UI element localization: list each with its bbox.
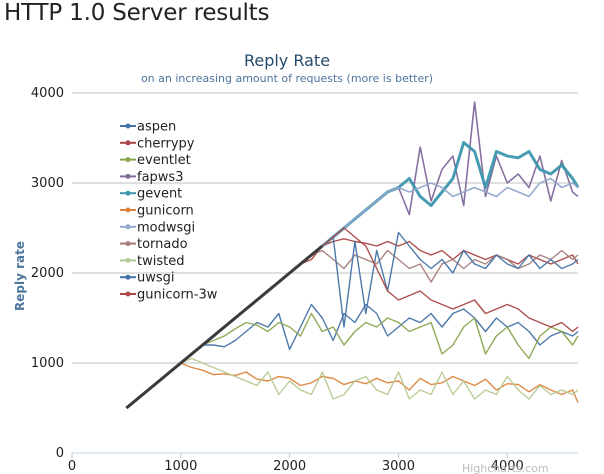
y-tick-labels: 0 1000 2000 3000 4000	[31, 86, 64, 461]
legend-label: cherrypy	[137, 136, 195, 151]
legend-label: gevent	[137, 187, 182, 202]
legend-label: eventlet	[137, 153, 191, 168]
y-tick-label: 0	[56, 446, 64, 461]
series-line-aspen[interactable]	[125, 303, 579, 409]
credits[interactable]: Highcharts.com	[462, 462, 549, 474]
chart-subtitle: on an increasing amount of requests (mor…	[141, 72, 433, 85]
x-tick-label: 3000	[382, 459, 415, 474]
legend-label: fapws3	[137, 170, 183, 185]
legend-swatch-marker	[125, 274, 131, 280]
legend-label: twisted	[137, 254, 184, 269]
x-tick-label: 4000	[491, 459, 524, 474]
x-tick-label: 0	[68, 459, 76, 474]
page-heading: HTTP 1.0 Server results	[4, 0, 270, 26]
legend-swatch-marker	[125, 190, 131, 196]
legend-label: tornado	[137, 237, 188, 252]
series-layer	[125, 101, 580, 410]
legend-label: aspen	[137, 120, 176, 135]
legend-item-fapws3[interactable]: fapws3	[120, 170, 183, 185]
y-tick-label: 1000	[31, 356, 64, 371]
chart-title: Reply Rate	[244, 51, 330, 70]
legend-swatch-marker	[125, 224, 131, 230]
legend-item-aspen[interactable]: aspen	[120, 120, 176, 135]
legend-item-modwsgi[interactable]: modwsgi	[120, 220, 195, 235]
shared-ramp-line	[125, 244, 324, 410]
x-tick-label: 1000	[164, 459, 197, 474]
y-tick-label: 3000	[31, 176, 64, 191]
legend-item-eventlet[interactable]: eventlet	[120, 153, 191, 168]
x-tick-labels: 0 1000 2000 3000 4000	[68, 453, 524, 474]
y-tick-label: 2000	[31, 266, 64, 281]
y-axis-title: Reply rate	[13, 241, 27, 311]
legend-item-gunicorn[interactable]: gunicorn	[120, 204, 194, 219]
legend-swatch-marker	[125, 207, 131, 213]
y-tick-label: 4000	[31, 86, 64, 101]
legend-swatch-marker	[125, 140, 131, 146]
legend-swatch-marker	[125, 123, 131, 129]
legend-item-cherrypy[interactable]: cherrypy	[120, 136, 195, 151]
legend-label: modwsgi	[137, 220, 195, 235]
legend-label: gunicorn	[137, 204, 194, 219]
x-tick-label: 2000	[273, 459, 306, 474]
legend-item-gevent[interactable]: gevent	[120, 187, 182, 202]
legend-label: uwsgi	[137, 271, 175, 286]
legend-swatch-marker	[125, 173, 131, 179]
series-line-twisted[interactable]	[125, 357, 579, 409]
legend-item-twisted[interactable]: twisted	[120, 254, 184, 269]
legend-swatch-marker	[125, 257, 131, 263]
legend-item-uwsgi[interactable]: uwsgi	[120, 271, 175, 286]
legend-swatch-marker	[125, 157, 131, 163]
legend-swatch-marker	[125, 241, 131, 247]
legend-item-gunicorn-3w[interactable]: gunicorn-3w	[120, 288, 218, 303]
series-line-eventlet[interactable]	[125, 312, 579, 409]
legend-label: gunicorn-3w	[137, 288, 218, 303]
legend-item-tornado[interactable]: tornado	[120, 237, 188, 252]
series-line-gunicorn[interactable]	[125, 362, 579, 409]
legend-swatch-marker	[125, 291, 131, 297]
